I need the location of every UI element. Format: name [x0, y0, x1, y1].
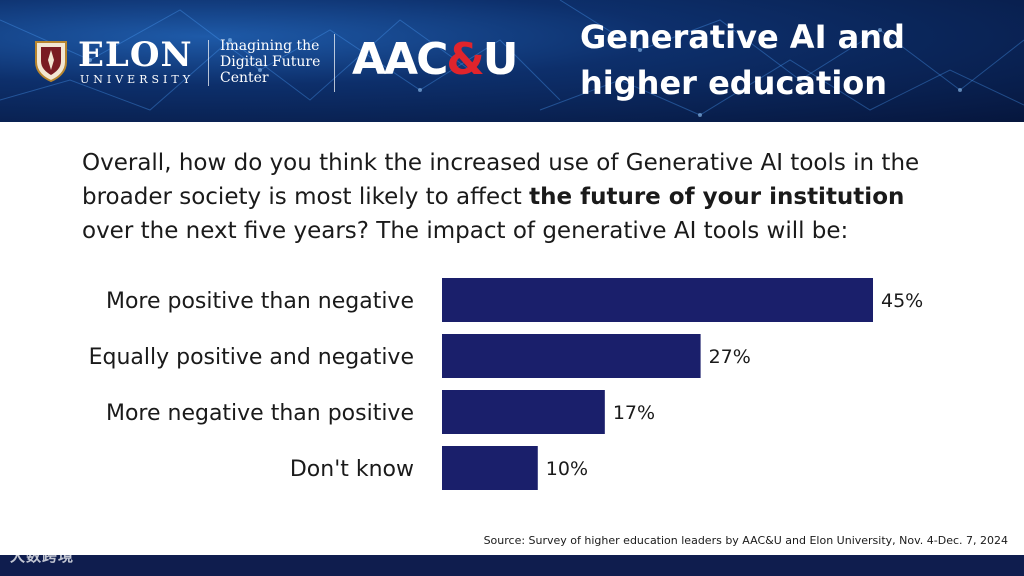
survey-title: Generative AI and higher education surve…	[580, 18, 905, 122]
footer-bar	[0, 555, 1024, 576]
elon-logo-subtitle: UNIVERSITY	[80, 73, 194, 86]
bar-value-label: 45%	[881, 290, 923, 312]
bar-chart: More positive than negative 45% Equally po…	[89, 278, 923, 490]
watermark: 大数跨境	[10, 547, 75, 565]
logo-divider	[208, 40, 209, 86]
elon-shield-logo	[35, 41, 67, 82]
bar-value-label: 17%	[613, 402, 655, 424]
bar-value-label: 27%	[709, 346, 751, 368]
aacu-logo-part: U	[482, 34, 519, 85]
bar-value-label: 10%	[546, 458, 588, 480]
logo-divider	[334, 34, 335, 92]
header-banner: ELON UNIVERSITY Imagining the Digital Fu…	[0, 0, 1024, 122]
survey-question: Overall, how do you think the increased …	[82, 146, 962, 248]
imagining-digital-future-logo: Imagining the Digital Future Center	[220, 38, 330, 86]
source-note: Source: Survey of higher education leade…	[483, 534, 1008, 547]
network-background	[0, 0, 1024, 117]
bar	[442, 390, 605, 434]
category-label: More negative than positive	[106, 401, 414, 426]
bar	[442, 446, 538, 490]
aacu-logo-ampersand: &	[446, 34, 484, 85]
aacu-logo-part: AAC	[352, 34, 448, 85]
imagining-line: Imagining the	[220, 38, 320, 54]
bar	[442, 334, 701, 378]
bar	[442, 278, 873, 322]
category-label: Equally positive and negative	[89, 345, 414, 370]
question-text: over the next five years? The impact of …	[82, 218, 849, 244]
elon-logo-text: ELON	[78, 35, 193, 75]
question-emphasis: the future of your institution	[529, 184, 905, 210]
question-text: Overall, how do you think the increased …	[82, 150, 920, 210]
imagining-line: Center	[220, 70, 269, 86]
aacu-logo: AAC&U	[352, 34, 519, 85]
category-label: Don't know	[290, 457, 414, 482]
imagining-line: Digital Future	[220, 54, 321, 70]
category-label: More positive than negative	[106, 289, 414, 314]
